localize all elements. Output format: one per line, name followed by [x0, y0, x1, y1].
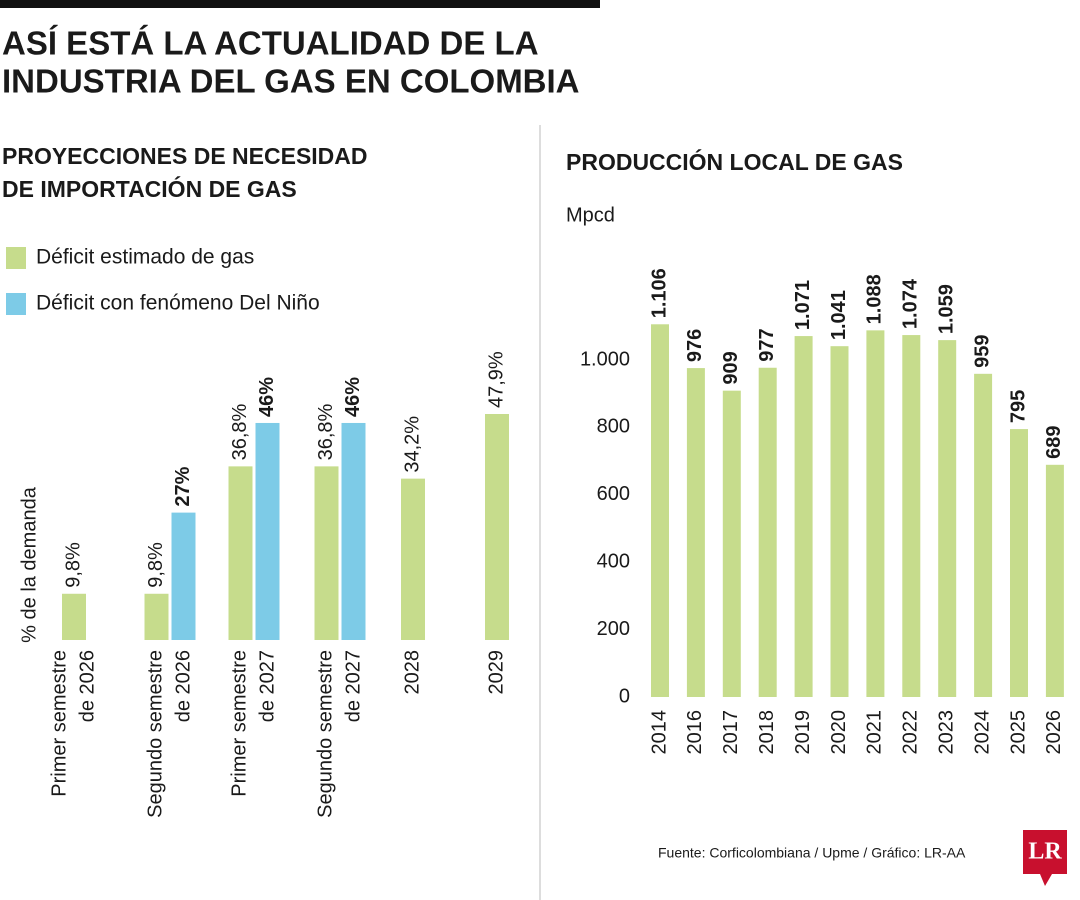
bar	[401, 478, 425, 640]
y-axis-label: % de la demanda	[18, 486, 40, 643]
y-tick-label: 400	[597, 550, 630, 572]
x-tick-label: 2024	[971, 710, 993, 755]
main-title: ASÍ ESTÁ LA ACTUALIDAD DE LA	[2, 25, 539, 62]
legend-swatch	[6, 293, 26, 315]
y-tick-label: 0	[619, 685, 630, 707]
x-tick-label: 2017	[720, 710, 742, 755]
x-tick-label: 2016	[684, 710, 706, 755]
value-label: 1.074	[900, 278, 922, 329]
value-label: 9,8%	[62, 542, 84, 588]
bar	[651, 324, 669, 697]
source: Fuente: Corficolombiana / Upme / Gráfico…	[658, 845, 966, 861]
bar	[974, 373, 993, 697]
x-tick-label: Primer semestre	[228, 650, 250, 797]
logo: LR	[1028, 839, 1062, 865]
x-tick-label: 2023	[935, 710, 957, 755]
x-tick-label: de 2026	[76, 650, 98, 722]
bar	[144, 593, 169, 640]
legend-label: Déficit con fenómeno Del Niño	[36, 292, 320, 315]
bar	[938, 340, 957, 697]
bar	[830, 346, 849, 697]
value-label: 1.059	[935, 284, 957, 334]
bar	[1045, 464, 1064, 697]
legend-label: Déficit estimado de gas	[36, 246, 254, 269]
bar	[171, 512, 196, 640]
x-tick-label: 2029	[485, 650, 507, 695]
value-label: 689	[1043, 425, 1065, 458]
bar	[866, 330, 885, 697]
main-title: INDUSTRIA DEL GAS EN COLOMBIA	[2, 63, 580, 100]
chart-title: PROYECCIONES DE NECESIDAD	[2, 143, 368, 169]
logo-tail	[1040, 874, 1052, 886]
value-label: 27%	[172, 466, 194, 506]
x-tick-label: 2014	[648, 710, 670, 755]
x-tick-label: 2025	[1007, 710, 1029, 755]
x-tick-label: Segundo semestre	[144, 650, 166, 818]
x-tick-label: de 2027	[342, 650, 364, 722]
bar	[255, 422, 280, 640]
x-tick-label: de 2027	[256, 650, 278, 722]
value-label: 1.106	[648, 268, 670, 318]
bar	[485, 414, 509, 640]
x-tick-label: de 2026	[172, 650, 194, 722]
value-label: 976	[684, 329, 706, 362]
bar	[794, 336, 813, 697]
top-rule	[0, 0, 600, 8]
x-tick-label: Segundo semestre	[314, 650, 336, 818]
bar	[1010, 429, 1028, 697]
y-tick-label: 1.000	[580, 348, 630, 370]
value-label: 47,9%	[485, 351, 507, 408]
value-label: 977	[756, 328, 778, 361]
y-tick-label: 600	[597, 483, 630, 505]
x-tick-label: Primer semestre	[48, 650, 70, 797]
bar	[722, 390, 741, 697]
value-label: 9,8%	[145, 542, 167, 588]
x-tick-label: 2019	[792, 710, 814, 755]
bar	[314, 466, 339, 640]
value-label: 34,2%	[401, 416, 423, 473]
chart-title: PRODUCCIÓN LOCAL DE GAS	[566, 148, 903, 175]
value-label: 1.071	[792, 280, 814, 330]
bar	[758, 367, 777, 697]
value-label: 909	[720, 351, 742, 384]
x-tick-label: 2018	[756, 710, 778, 755]
value-label: 795	[1007, 390, 1029, 423]
x-tick-label: 2026	[1043, 710, 1065, 755]
x-tick-label: 2028	[401, 650, 423, 695]
x-tick-label: 2022	[900, 710, 922, 755]
bar	[686, 368, 705, 697]
y-axis-label: Mpcd	[566, 204, 615, 226]
x-tick-label: 2021	[864, 710, 886, 755]
value-label: 46%	[342, 377, 364, 417]
y-tick-label: 200	[597, 618, 630, 640]
bar	[228, 466, 253, 640]
x-tick-label: 2020	[828, 710, 850, 755]
value-label: 46%	[256, 377, 278, 417]
bar	[341, 422, 366, 640]
value-label: 959	[971, 334, 993, 367]
legend-swatch	[6, 247, 26, 269]
chart-title: DE IMPORTACIÓN DE GAS	[2, 175, 297, 202]
bar	[902, 335, 921, 697]
logo-box	[1023, 830, 1067, 874]
bar	[62, 593, 86, 640]
value-label: 1.088	[864, 274, 886, 324]
value-label: 36,8%	[229, 403, 251, 460]
value-label: 36,8%	[315, 403, 337, 460]
y-tick-label: 800	[597, 416, 630, 438]
value-label: 1.041	[828, 290, 850, 340]
